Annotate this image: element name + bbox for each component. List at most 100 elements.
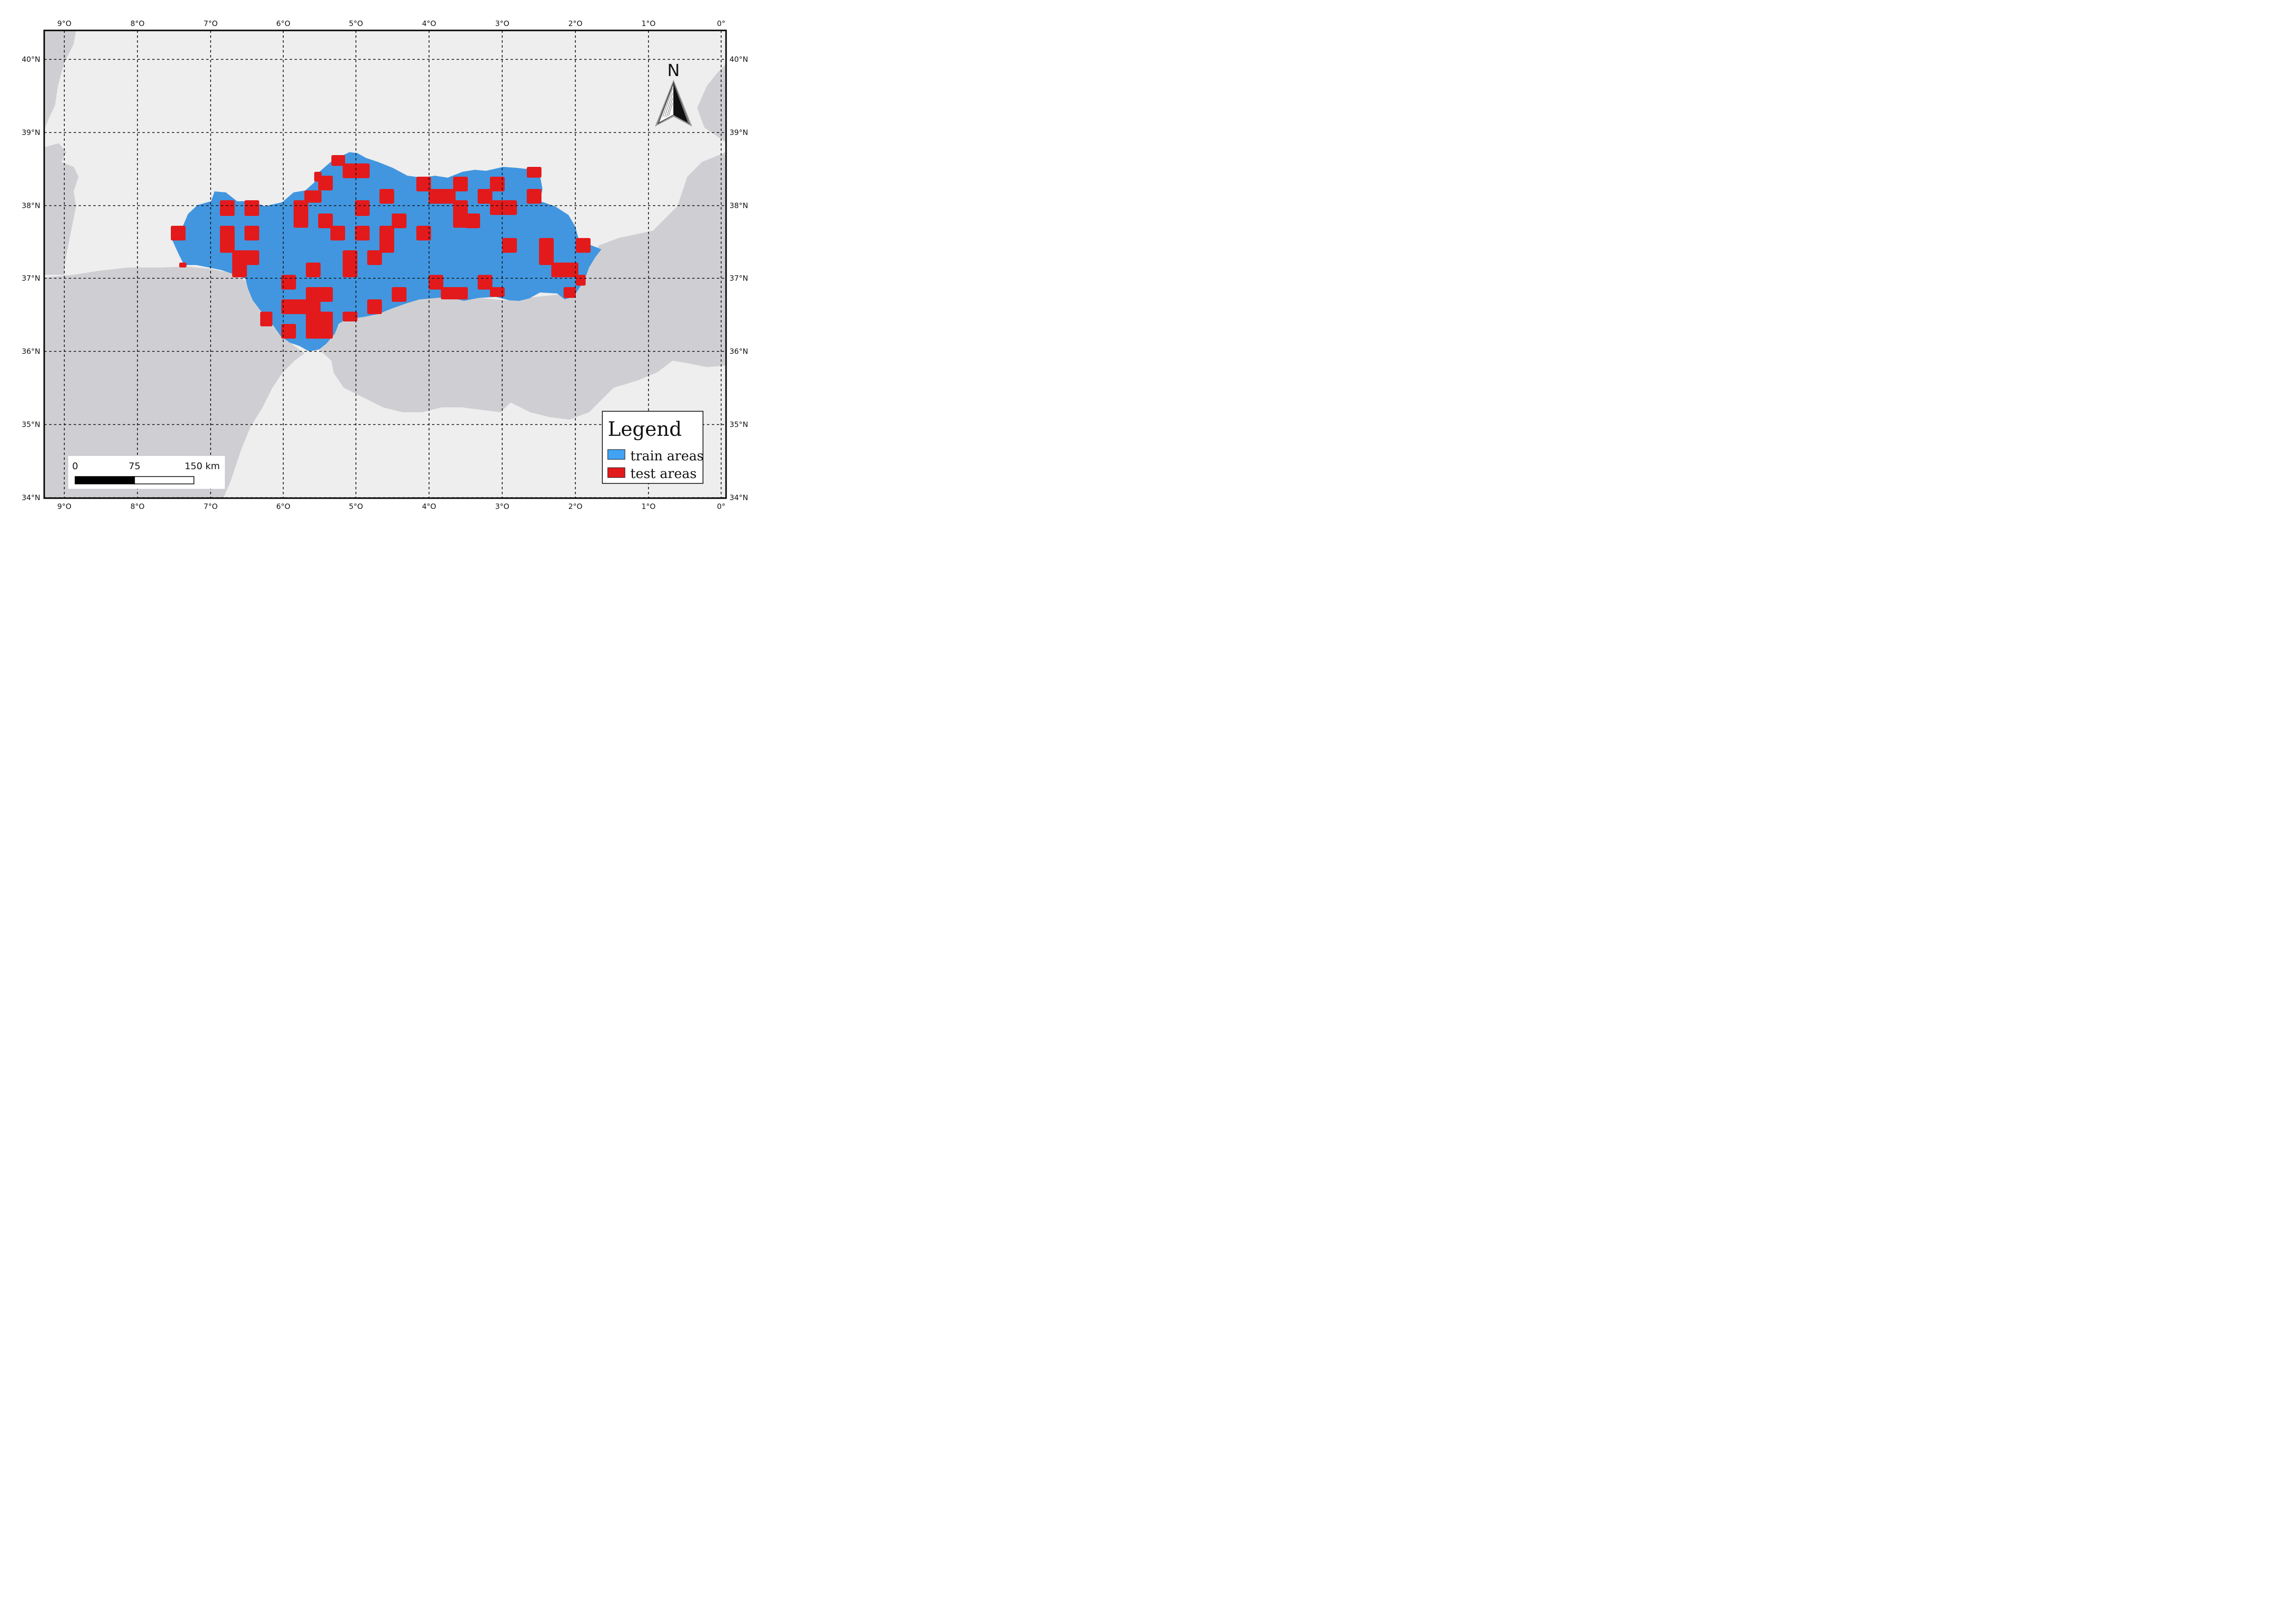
- bottom-tick-label: 8°O: [131, 502, 145, 511]
- top-tick-label: 2°O: [568, 19, 583, 28]
- test-area-cell: [416, 226, 431, 240]
- bottom-tick-label: 1°O: [642, 502, 656, 511]
- top-tick-label: 9°O: [57, 19, 72, 28]
- test-area-cell: [244, 226, 259, 240]
- test-area-cell: [527, 189, 541, 204]
- top-tick-label: 5°O: [349, 19, 363, 28]
- test-area-cell: [527, 167, 541, 178]
- test-area-cell: [179, 263, 187, 267]
- map-frame: [43, 29, 727, 499]
- test-area-cell: [355, 200, 370, 216]
- right-tick-label: 39°N: [729, 128, 748, 137]
- test-area-cell: [171, 226, 186, 240]
- left-tick-label: 37°N: [22, 274, 40, 283]
- test-area-cell: [343, 250, 357, 277]
- bottom-tick-label: 4°O: [422, 502, 436, 511]
- legend-title: Legend: [608, 418, 682, 441]
- test-area-cell: [392, 213, 406, 228]
- left-tick-label: 34°N: [22, 493, 40, 502]
- test-area-cell: [260, 312, 272, 326]
- north-letter: N: [667, 61, 679, 80]
- bottom-tick-label: 6°O: [276, 502, 291, 511]
- test-area-cell: [306, 263, 321, 277]
- test-area-cell: [429, 275, 443, 290]
- test-area-cell: [576, 238, 591, 253]
- tagus-estuary: [44, 143, 79, 275]
- test-area-cell: [367, 299, 382, 314]
- bottom-tick-label: 7°O: [204, 502, 218, 511]
- test-area-cell: [416, 177, 431, 191]
- test-area-cell: [539, 238, 554, 265]
- legend: Legend train areas test areas: [602, 411, 703, 484]
- test-area-cell: [367, 250, 382, 265]
- left-tick-label: 39°N: [22, 128, 40, 137]
- test-area-cell: [551, 263, 578, 277]
- test-area-cell: [453, 200, 468, 228]
- test-area-cell: [379, 226, 394, 253]
- legend-swatch-train: [607, 449, 625, 460]
- test-area-cell: [304, 190, 322, 203]
- top-tick-label: 3°O: [495, 19, 510, 28]
- left-tick-label: 35°N: [22, 420, 40, 429]
- map-figure: 9°O 8°O 7°O 6°O 5°O 4°O 3°O 2°O 1°O 0° 9°O 8°O 7°O 6°…: [22, 19, 748, 511]
- scale-label-75: 75: [129, 461, 140, 472]
- right-tick-label: 37°N: [729, 274, 748, 283]
- test-area-cell: [343, 163, 370, 178]
- bottom-tick-label: 2°O: [568, 502, 583, 511]
- test-area-cell: [355, 226, 370, 240]
- bottom-tick-label: 0°: [717, 502, 725, 511]
- scale-label-150: 150 km: [185, 461, 220, 472]
- test-area-cell: [330, 226, 345, 240]
- test-area-cell: [306, 287, 333, 302]
- right-tick-label: 35°N: [729, 420, 748, 429]
- right-tick-label: 34°N: [729, 493, 748, 502]
- test-area-cell: [392, 287, 406, 302]
- test-area-cell: [232, 250, 259, 265]
- test-area-cell: [232, 263, 247, 277]
- left-tick-label: 40°N: [22, 55, 40, 64]
- test-area-cell: [576, 275, 586, 286]
- test-area-cell: [281, 324, 296, 339]
- scale-label-0: 0: [72, 461, 78, 472]
- test-area-cell: [429, 189, 456, 204]
- test-area-cell: [490, 287, 505, 297]
- scale-bar: 0 75 150 km: [68, 456, 225, 489]
- test-area-cell: [379, 189, 394, 204]
- legend-swatch-test: [607, 467, 625, 478]
- bottom-tick-label: 9°O: [57, 502, 72, 511]
- test-area-cell: [281, 299, 321, 314]
- test-area-cell: [564, 287, 576, 298]
- top-tick-label: 6°O: [276, 19, 291, 28]
- test-area-cell: [314, 172, 322, 182]
- test-area-cell: [478, 189, 492, 204]
- bottom-tick-label: 5°O: [349, 502, 363, 511]
- right-tick-label: 38°N: [729, 201, 748, 210]
- left-tick-label: 36°N: [22, 347, 40, 356]
- top-tick-label: 0°: [717, 19, 725, 28]
- test-area-cell: [244, 200, 259, 216]
- bottom-tick-label: 3°O: [495, 502, 510, 511]
- test-area-cell: [318, 176, 333, 190]
- test-area-cell: [318, 213, 333, 228]
- test-area-cell: [478, 275, 492, 290]
- right-tick-label: 36°N: [729, 347, 748, 356]
- legend-label-train: train areas: [630, 449, 703, 464]
- test-area-cell: [465, 213, 480, 228]
- test-area-cell: [490, 177, 505, 191]
- test-area-cell: [441, 287, 468, 299]
- test-area-cell: [502, 238, 517, 253]
- left-tick-label: 38°N: [22, 201, 40, 210]
- test-area-cell: [306, 312, 333, 339]
- legend-label-test: test areas: [630, 466, 697, 481]
- alboran-sea: [319, 152, 726, 420]
- test-area-cell: [331, 155, 345, 166]
- test-area-cell: [220, 226, 235, 253]
- atlantic-south: [44, 266, 304, 498]
- top-tick-label: 1°O: [642, 19, 656, 28]
- mediterranean-east: [697, 64, 726, 142]
- test-area-cell: [220, 200, 235, 216]
- top-tick-label: 7°O: [204, 19, 218, 28]
- top-tick-label: 4°O: [422, 19, 436, 28]
- test-area-cell: [294, 200, 308, 228]
- atlantic-west: [44, 30, 76, 128]
